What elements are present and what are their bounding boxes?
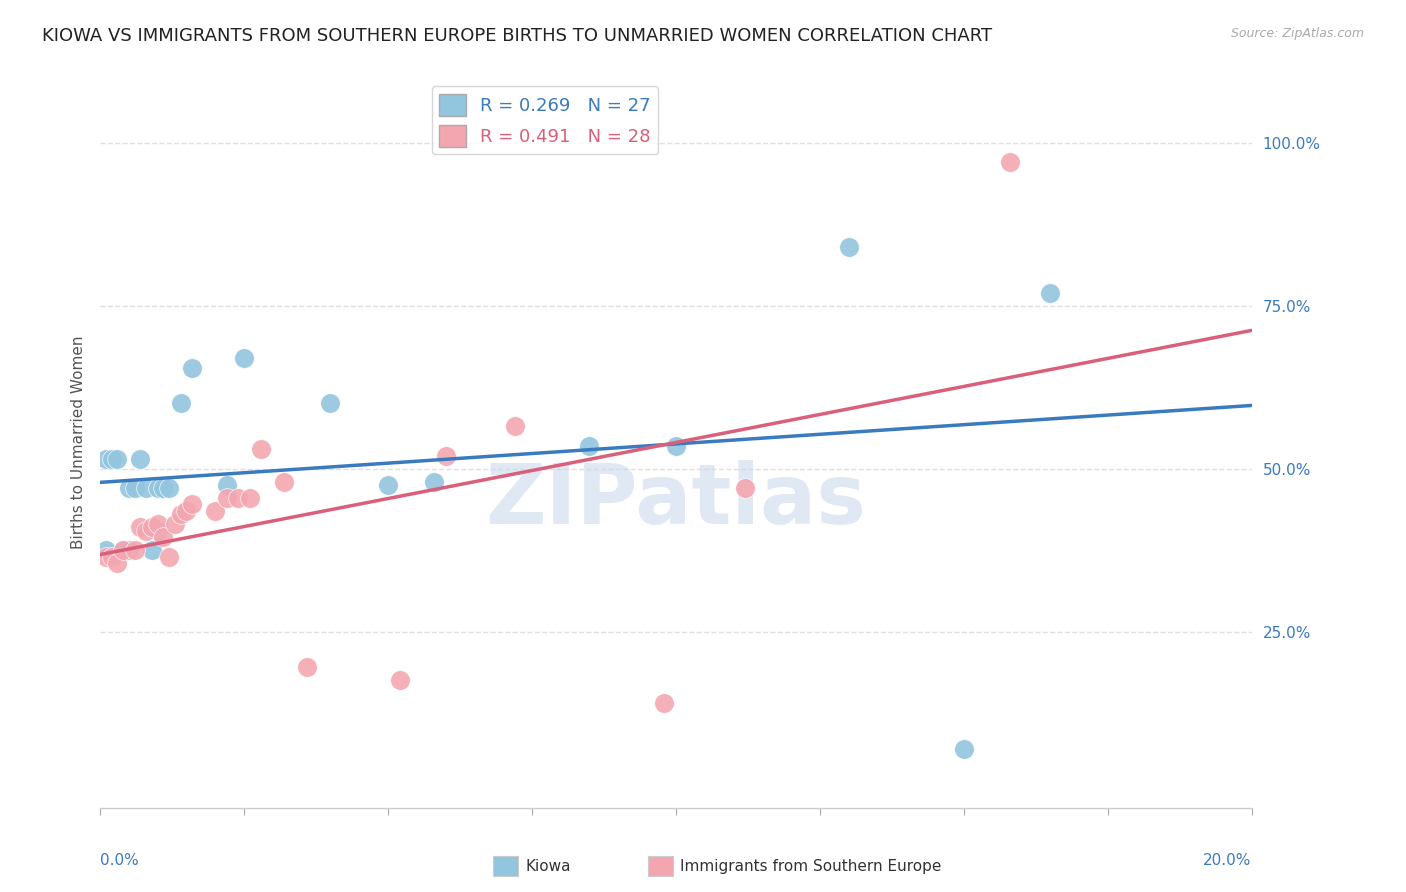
Point xyxy=(250,442,273,456)
Point xyxy=(503,419,526,434)
Point xyxy=(204,504,226,518)
Point xyxy=(124,481,146,495)
Text: Kiowa: Kiowa xyxy=(526,859,571,873)
Text: Source: ZipAtlas.com: Source: ZipAtlas.com xyxy=(1230,27,1364,40)
Point xyxy=(233,351,256,365)
Point xyxy=(112,543,135,558)
Point xyxy=(170,396,193,410)
Y-axis label: Births to Unmarried Women: Births to Unmarried Women xyxy=(72,335,86,549)
Point xyxy=(129,520,152,534)
Text: ZIPatlas: ZIPatlas xyxy=(485,460,866,541)
Point xyxy=(105,556,128,570)
Point xyxy=(423,475,446,489)
Point xyxy=(146,516,169,531)
Point xyxy=(215,478,238,492)
Point xyxy=(1039,285,1062,300)
Text: Immigrants from Southern Europe: Immigrants from Southern Europe xyxy=(681,859,942,873)
Point xyxy=(157,481,180,495)
Legend: R = 0.269   N = 27, R = 0.491   N = 28: R = 0.269 N = 27, R = 0.491 N = 28 xyxy=(432,87,658,154)
Point xyxy=(838,240,860,254)
Point xyxy=(181,498,204,512)
Point xyxy=(141,520,163,534)
Point xyxy=(112,543,135,558)
Point xyxy=(377,478,399,492)
Point xyxy=(152,530,174,544)
Point xyxy=(141,543,163,558)
Point xyxy=(152,481,174,495)
Point xyxy=(94,543,117,558)
Point xyxy=(146,481,169,495)
Point xyxy=(135,481,157,495)
Point xyxy=(998,155,1021,169)
Point xyxy=(146,524,169,538)
Point xyxy=(124,543,146,558)
Point xyxy=(239,491,262,505)
Point xyxy=(176,504,198,518)
Point xyxy=(118,481,141,495)
Point xyxy=(434,449,457,463)
Point xyxy=(181,360,204,375)
Point xyxy=(297,660,319,674)
Point xyxy=(94,549,117,564)
Text: 0.0%: 0.0% xyxy=(100,854,139,868)
Point xyxy=(578,439,600,453)
Point xyxy=(94,451,117,466)
Point xyxy=(388,673,411,688)
Point xyxy=(734,481,756,495)
Point xyxy=(319,396,342,410)
Point xyxy=(129,451,152,466)
Point xyxy=(215,491,238,505)
Point xyxy=(952,742,974,756)
Point xyxy=(157,549,180,564)
Point xyxy=(170,508,193,522)
Point xyxy=(273,475,295,489)
Point xyxy=(226,491,249,505)
Point xyxy=(135,524,157,538)
Point xyxy=(118,543,141,558)
Text: 20.0%: 20.0% xyxy=(1204,854,1251,868)
Point xyxy=(100,451,122,466)
Point xyxy=(163,516,186,531)
Point xyxy=(100,549,122,564)
Point xyxy=(654,696,676,710)
Point xyxy=(665,439,688,453)
Point xyxy=(105,451,128,466)
Text: KIOWA VS IMMIGRANTS FROM SOUTHERN EUROPE BIRTHS TO UNMARRIED WOMEN CORRELATION C: KIOWA VS IMMIGRANTS FROM SOUTHERN EUROPE… xyxy=(42,27,993,45)
